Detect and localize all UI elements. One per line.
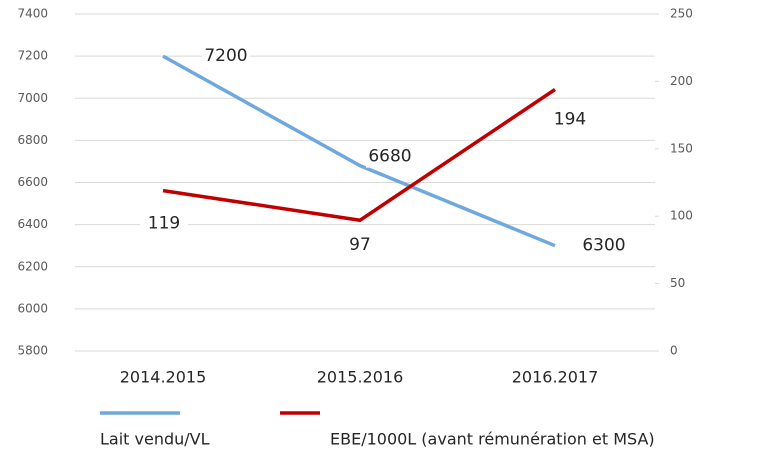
data-label: 194 — [554, 109, 586, 129]
y-tick-label: 6600 — [17, 175, 48, 189]
label-bg — [580, 234, 628, 257]
y-tick-label: 6000 — [17, 301, 48, 315]
x-tick-label: 2015.2016 — [317, 368, 404, 387]
y-tick-label: 6400 — [17, 217, 48, 231]
y-tick-label: 6800 — [17, 133, 48, 147]
label-bg — [336, 234, 384, 257]
legend-label: Lait vendu/VL — [100, 430, 210, 449]
data-label: 7200 — [204, 46, 247, 66]
y-tick-label: 5800 — [17, 344, 48, 358]
series-line — [162, 54, 556, 248]
data-label: 6680 — [368, 147, 411, 167]
label-bg — [366, 145, 414, 168]
series-line — [162, 88, 556, 223]
y2-tick-label: 100 — [670, 209, 693, 223]
x-tick-label: 2014.2015 — [120, 368, 207, 387]
legend-label: EBE/1000L (avant rémunération et MSA) — [330, 430, 655, 449]
y2-tick-label: 50 — [670, 276, 685, 290]
y-tick-label: 7000 — [17, 91, 48, 105]
y2-tick-label: 0 — [670, 344, 678, 358]
label-bg — [202, 45, 250, 68]
data-label: 119 — [148, 214, 180, 234]
data-label: 6300 — [582, 236, 625, 256]
y2-tick-label: 150 — [670, 141, 693, 155]
y2-tick-label: 250 — [670, 7, 693, 21]
y-tick-label: 7200 — [17, 49, 48, 63]
label-bg — [140, 212, 188, 235]
label-bg — [546, 108, 594, 131]
y-tick-label: 6200 — [17, 259, 48, 273]
x-tick-label: 2016.2017 — [512, 368, 599, 387]
data-label: 97 — [349, 235, 371, 255]
y2-tick-label: 200 — [670, 74, 693, 88]
y-tick-label: 7400 — [17, 7, 48, 21]
